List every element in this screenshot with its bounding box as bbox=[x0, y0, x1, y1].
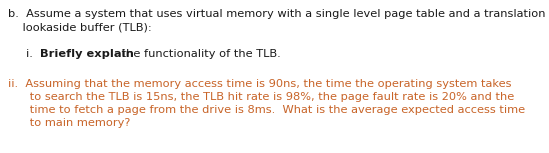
Text: ii.  Assuming that the memory access time is 90ns, the time the operating system: ii. Assuming that the memory access time… bbox=[8, 79, 512, 89]
Text: to search the TLB is 15ns, the TLB hit rate is 98%, the page fault rate is 20% a: to search the TLB is 15ns, the TLB hit r… bbox=[8, 92, 514, 102]
Text: the functionality of the TLB.: the functionality of the TLB. bbox=[118, 49, 281, 59]
Text: i.: i. bbox=[26, 49, 40, 59]
Text: to main memory?: to main memory? bbox=[8, 118, 130, 128]
Text: lookaside buffer (TLB):: lookaside buffer (TLB): bbox=[8, 22, 152, 32]
Text: b.  Assume a system that uses virtual memory with a single level page table and : b. Assume a system that uses virtual mem… bbox=[8, 9, 546, 19]
Text: time to fetch a page from the drive is 8ms.  What is the average expected access: time to fetch a page from the drive is 8… bbox=[8, 105, 525, 115]
Text: Briefly explain: Briefly explain bbox=[40, 49, 134, 59]
